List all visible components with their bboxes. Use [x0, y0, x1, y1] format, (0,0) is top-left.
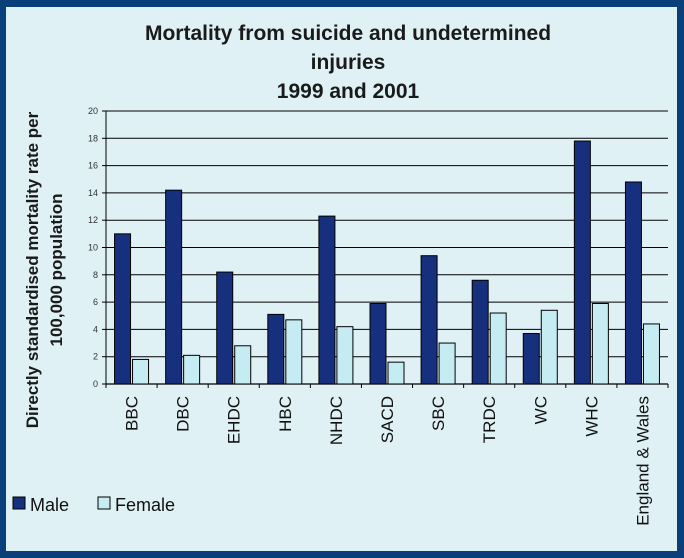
bar-female [438, 342, 456, 385]
y-tick-label: 16 [88, 161, 98, 171]
chart-title-line-3: 1999 and 2001 [277, 80, 420, 103]
bar-male [165, 189, 183, 385]
y-tick-label: 2 [93, 352, 98, 362]
bar-male [420, 255, 438, 385]
bar-female [642, 323, 660, 385]
bar-female [489, 312, 507, 385]
bar-female [387, 361, 405, 385]
y-tick-label: 14 [88, 188, 98, 198]
chart-title-line-2: injuries [311, 51, 386, 74]
y-tick-label: 6 [93, 297, 98, 307]
category-label: EHDC [225, 396, 244, 444]
bar-female [183, 354, 201, 385]
category-label: SACD [378, 396, 397, 443]
category-label: SBC [429, 396, 448, 431]
category-label: BBC [123, 396, 142, 431]
y-tick-label: 4 [93, 324, 98, 334]
y-tick-label: 12 [88, 215, 98, 225]
chart-panel: Mortality from suicide and undetermined … [6, 7, 677, 551]
bar-female [234, 345, 252, 385]
legend-swatch-female [97, 496, 111, 510]
legend-label-male: Male [30, 495, 69, 515]
y-tick-label: 0 [93, 379, 98, 389]
bar-male [471, 279, 489, 385]
bar-female [285, 319, 303, 385]
bar-male [369, 302, 387, 385]
y-tick-label: 8 [93, 270, 98, 280]
y-tick-label: 20 [88, 106, 98, 116]
category-label: WC [531, 396, 550, 424]
bar-male [318, 215, 336, 385]
category-label: England & Wales [633, 396, 652, 526]
y-tick-label: 10 [88, 243, 98, 253]
bar-female [132, 358, 150, 385]
category-label: WHC [582, 396, 601, 437]
legend-label-female: Female [115, 495, 175, 515]
bar-male [114, 233, 132, 385]
category-label: NHDC [327, 396, 346, 445]
category-label: TRDC [480, 396, 499, 443]
bar-male [522, 332, 540, 385]
bars [114, 140, 660, 385]
bar-male [624, 181, 642, 385]
y-tick-label: 18 [88, 133, 98, 143]
legend-swatch-male [12, 496, 26, 510]
bar-male [216, 271, 234, 385]
category-label: HBC [276, 396, 295, 432]
y-axis-label-line-1: Directly standardised mortality rate per [23, 111, 42, 428]
chart-title-line-1: Mortality from suicide and undetermined [145, 22, 551, 45]
category-labels: BBC DBC EHDC HBC NHDC SACD SBC TRDC WC WHC England… [123, 396, 653, 526]
bar-female [540, 309, 558, 385]
legend: Male Female [12, 495, 175, 515]
category-label: DBC [174, 396, 193, 432]
bar-male [573, 140, 591, 385]
y-tick-labels: 0 2 4 6 8 10 12 14 16 18 20 [88, 106, 98, 389]
chart-svg: Mortality from suicide and undetermined … [12, 22, 669, 526]
bar-male [267, 313, 285, 385]
bar-female [336, 326, 354, 385]
bar-female [591, 302, 609, 385]
y-axis-label-line-2: 100,000 population [47, 193, 66, 346]
